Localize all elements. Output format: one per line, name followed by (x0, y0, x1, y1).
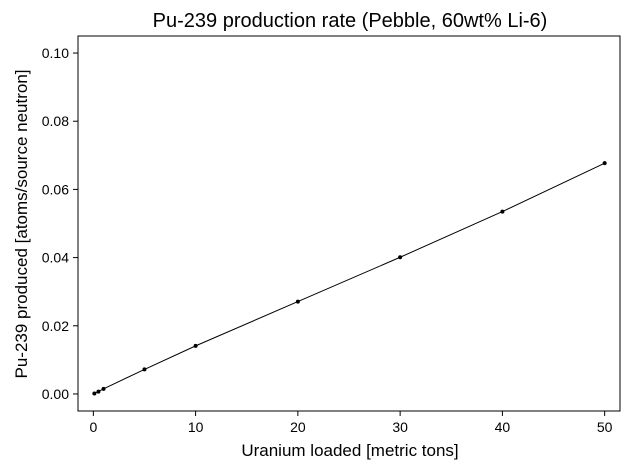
plot-area: 0 10 20 30 40 50 0.00 0.02 0.04 0.06 0.08 0.10 (42, 35, 621, 435)
data-point (602, 161, 607, 166)
x-tick-label: 40 (495, 419, 511, 435)
data-point (398, 255, 403, 260)
x-tick-label: 30 (392, 419, 408, 435)
data-point (96, 389, 101, 394)
series-line (94, 162, 605, 394)
x-tick-label: 10 (188, 419, 204, 435)
data-point (500, 209, 505, 214)
data-point (92, 391, 97, 396)
y-tick-label: 0.06 (42, 181, 69, 197)
y-tick-label: 0.08 (42, 113, 69, 129)
plot-frame (77, 35, 621, 412)
data-point (295, 299, 300, 304)
y-tick-label: 0.10 (42, 45, 69, 61)
y-axis-label: Pu-239 produced [atoms/source neutron] (12, 69, 31, 378)
y-tick-label: 0.00 (42, 386, 69, 402)
x-tick-label: 50 (597, 419, 613, 435)
data-point (142, 367, 147, 372)
data-point (193, 343, 198, 348)
x-tick-label: 0 (89, 419, 97, 435)
y-tick-label: 0.02 (42, 318, 69, 334)
x-tick-label: 20 (290, 419, 306, 435)
x-axis-label: Uranium loaded [metric tons] (241, 441, 458, 460)
data-point (101, 386, 106, 391)
y-tick-label: 0.04 (42, 250, 69, 266)
chart-title: Pu-239 production rate (Pebble, 60wt% Li… (153, 10, 548, 32)
